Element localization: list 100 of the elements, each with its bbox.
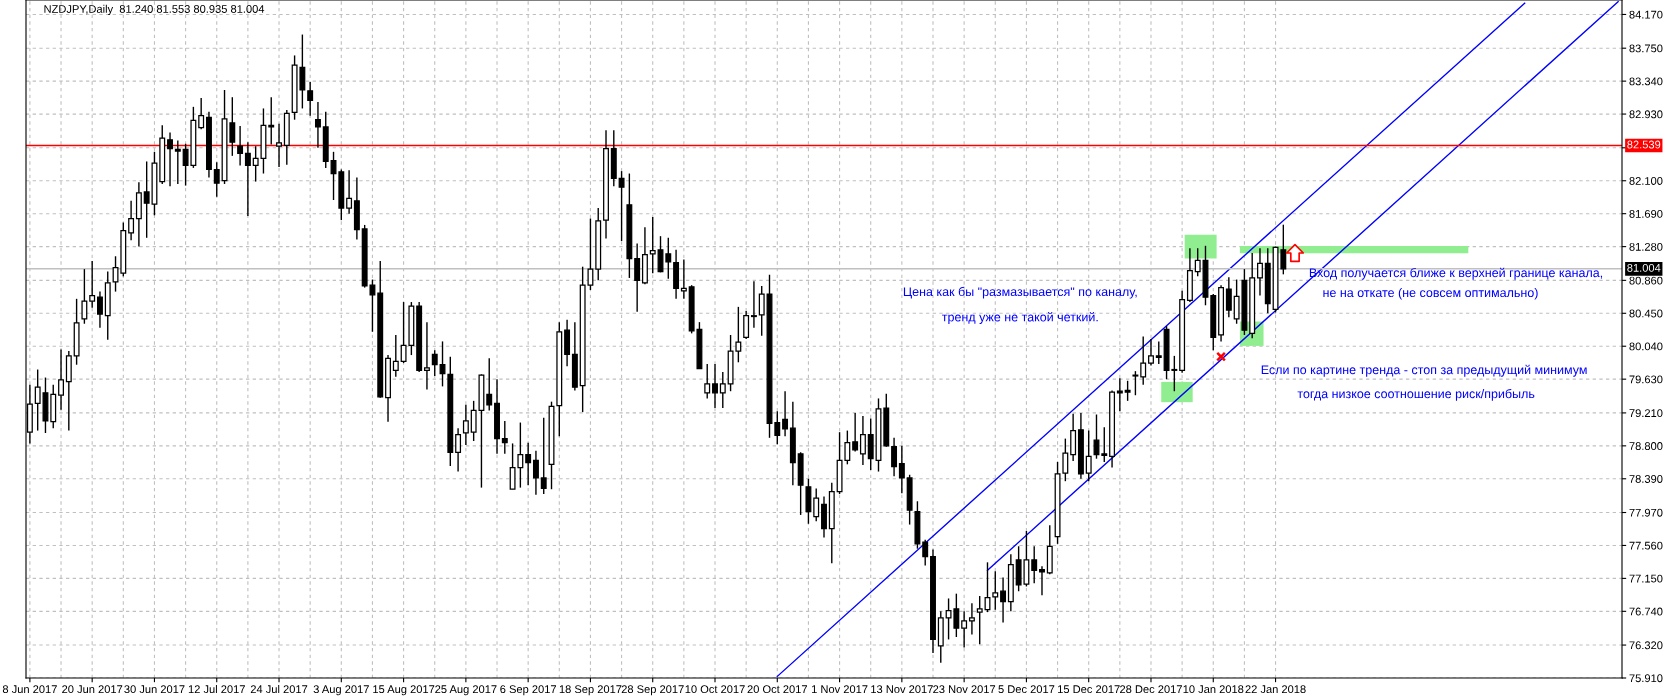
annotation: тренд уже не такой четкий.: [942, 312, 1098, 324]
candlestick: [1039, 565, 1045, 596]
x-tick-label: 22 Jan 2018: [1245, 685, 1306, 694]
annotation: Цена как бы "размазывается" по каналу,: [903, 286, 1137, 299]
candlestick: [1155, 340, 1162, 365]
candlestick: [268, 96, 275, 146]
x-tick-label: 25 Aug 2017: [435, 685, 497, 696]
candlestick: [618, 170, 625, 242]
candlestick: [244, 141, 251, 217]
candlestick: [58, 348, 64, 411]
candlestick: [1148, 338, 1154, 367]
y-tick-label: 83.340: [1629, 77, 1663, 86]
candlestick: [346, 169, 353, 215]
x-tick-label: 15 Dec 2017: [1058, 685, 1120, 694]
candlestick: [649, 216, 656, 274]
x-tick-label: 12 Jul 2017: [188, 684, 245, 694]
candlestick: [712, 363, 718, 409]
x-tick-label: 5 Dec 2017: [998, 685, 1055, 694]
annotation: не на откате (не совсем оптимально): [1323, 287, 1538, 300]
candlestick: [455, 427, 462, 473]
candlestick: [276, 123, 282, 168]
y-tick-label: 83.750: [1629, 44, 1663, 53]
candlestick: [423, 321, 430, 391]
candlestick: [1225, 276, 1232, 319]
x-tick-label: 28 Sep 2017: [621, 685, 684, 696]
y-tick-label: 80.040: [1629, 342, 1663, 351]
candlestick: [852, 412, 859, 453]
y-tick-label: 77.150: [1629, 574, 1663, 583]
candlestick: [1085, 429, 1092, 482]
y-tick-label: 84.170: [1629, 10, 1663, 19]
candlestick: [1101, 426, 1108, 463]
annotation: Если по картине тренда - стоп за предыдущий минимум: [1261, 364, 1587, 377]
x-tick-label: 15 Aug 2017: [373, 685, 435, 696]
y-tick-label: 78.800: [1629, 442, 1663, 450]
x-tick-label: 20 Jun 2017: [62, 685, 123, 694]
annotation: тогда низкое соотношение риск/прибыль: [1297, 388, 1535, 401]
candlestick: [680, 258, 687, 300]
candlestick: [750, 280, 757, 329]
y-tick-label: 82.100: [1629, 177, 1663, 185]
candlestick: [307, 81, 314, 117]
candlestick: [532, 449, 539, 496]
ref-line-label: 81.004: [1627, 263, 1661, 272]
y-tick-label: 79.210: [1629, 409, 1663, 418]
x-tick-label: 8 Jun 2017: [2, 685, 57, 694]
x-tick-label: 28 Dec 2017: [1120, 685, 1182, 694]
y-tick-label: 82.930: [1629, 110, 1663, 119]
candlestick: [213, 161, 220, 198]
candlestick: [1031, 545, 1038, 584]
candlestick: [813, 487, 820, 523]
candlestick: [89, 260, 96, 309]
candlestick: [898, 445, 905, 494]
candlestick: [237, 125, 244, 167]
x-tick-label: 10 Jan 2018: [1183, 685, 1244, 694]
x-tick-label: 3 Aug 2017: [313, 685, 369, 696]
candlestick: [1132, 370, 1139, 396]
candlestick: [1000, 576, 1007, 624]
candlestick: [314, 101, 321, 149]
candlestick: [774, 410, 781, 445]
candlestick: [968, 602, 975, 636]
candlestick: [665, 237, 672, 280]
candlestick: [174, 139, 181, 185]
candlestick: [462, 404, 469, 446]
candlestick: [392, 334, 399, 378]
y-tick-label: 77.560: [1629, 541, 1663, 550]
candlestick: [128, 200, 135, 241]
y-tick-label: 78.390: [1629, 475, 1663, 483]
candlestick: [501, 420, 508, 455]
candlestick: [1257, 247, 1263, 297]
candlestick: [525, 441, 532, 486]
candlestick: [719, 371, 726, 409]
x-tick-label: 18 Sep 2017: [559, 685, 622, 696]
candlestick: [758, 285, 765, 337]
x-tick-label: 30 Jun 2017: [124, 685, 185, 694]
candlestick: [922, 539, 929, 567]
x-tick-label: 23 Nov 2017: [933, 685, 996, 694]
y-tick-label: 76.740: [1629, 607, 1663, 616]
candlestick: [81, 268, 88, 325]
x-tick-label: 13 Nov 2017: [871, 685, 933, 694]
candlestick: [431, 349, 438, 377]
y-tick-label: 80.450: [1629, 309, 1663, 318]
y-tick-label: 76.320: [1629, 641, 1663, 650]
candlestick: [891, 437, 898, 478]
candlestick: [540, 417, 547, 495]
candlestick: [859, 415, 866, 466]
chart-title: NZDJPY,Daily 81.240 81.553 80.935 81.004: [44, 4, 265, 16]
candlestick: [486, 357, 493, 412]
candlestick: [992, 570, 999, 611]
candlestick: [976, 595, 983, 645]
y-tick-label: 80.860: [1629, 276, 1663, 285]
candlestick: [167, 131, 173, 188]
y-tick-label: 75.910: [1629, 674, 1663, 683]
x-tick-label: 20 Oct 2017: [747, 685, 807, 694]
y-tick-label: 79.630: [1629, 375, 1663, 384]
candlestick: [198, 97, 205, 131]
candlestick: [743, 310, 750, 340]
candlestick: [97, 290, 103, 329]
candlestick: [634, 242, 641, 313]
y-tick-label: 81.280: [1629, 242, 1663, 251]
x-tick-label: 1 Nov 2017: [812, 685, 868, 694]
candlestick: [704, 363, 711, 400]
